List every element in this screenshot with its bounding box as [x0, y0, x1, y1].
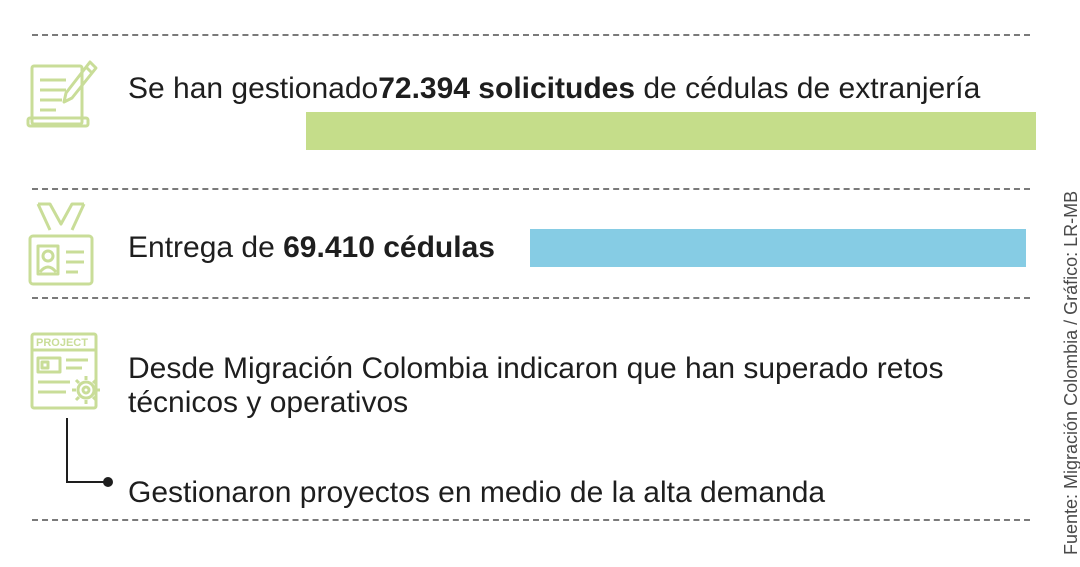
project-text-line1: Desde Migración Colombia indicaron que h…: [128, 352, 944, 385]
divider: [32, 519, 1030, 521]
deliveries-bar: [529, 229, 1026, 267]
requests-bold: 72.394 solicitudes: [378, 72, 636, 105]
project-subtext: Gestionaron proyectos en medio de la alt…: [128, 476, 826, 509]
requests-pre: Se han gestionado: [128, 72, 379, 105]
requests-post: de cédulas de extranjería: [635, 72, 981, 105]
deliveries-text: Entrega de 69.410 cédulas: [128, 231, 495, 265]
requests-bar: [306, 112, 1036, 150]
document-pencil-icon: [26, 60, 98, 128]
deliveries-bold: 69.410 cédulas: [283, 231, 495, 264]
source-credit: Fuente: Migración Colombia / Gráfico: LR…: [1061, 190, 1080, 555]
divider: [32, 34, 1030, 36]
project-icon-label: PROJECT: [36, 337, 88, 349]
id-badge-icon: [28, 202, 94, 286]
connector-line: [66, 418, 113, 487]
divider: [32, 188, 1030, 190]
project-text-line2: técnicos y operativos: [128, 386, 409, 419]
deliveries-pre: Entrega de: [128, 231, 284, 264]
divider: [32, 297, 1030, 299]
decorative-circle: [930, 0, 1010, 10]
requests-text: Se han gestionado72.394 solicitudes de c…: [128, 72, 980, 106]
project-gear-icon: PROJECT: [30, 332, 100, 410]
